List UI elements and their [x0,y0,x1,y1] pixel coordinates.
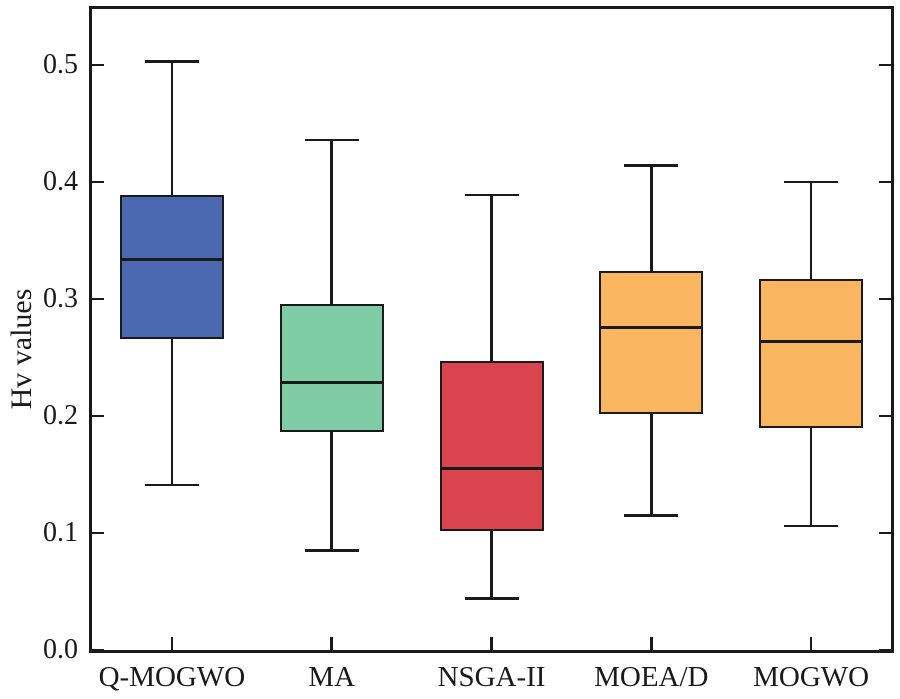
whisker-cap-lower [624,514,679,517]
whisker-cap-lower [304,549,359,552]
whisker-cap-upper [464,193,519,197]
x-category-label: NSGA-II [437,661,546,693]
whisker-cap-lower [784,524,839,528]
plot-inner [92,9,891,652]
median-line [439,467,544,471]
y-tick-label: 0.0 [43,634,78,665]
whisker-upper [490,194,493,362]
whisker-cap-lower [144,483,199,487]
plot-area [89,6,894,653]
median-line [119,257,224,261]
whisker-cap-upper [784,180,839,184]
y-axis-tick [92,531,104,535]
whisker-lower [809,427,813,526]
whisker-lower [490,530,493,599]
x-category-label: Q-MOGWO [98,661,246,693]
x-axis-tick [170,637,174,650]
whisker-upper [170,61,174,195]
whisker-upper [650,165,653,271]
y-tick-label: 0.1 [43,517,78,549]
y-tick-label: 0.2 [43,400,78,432]
whisker-cap-lower [464,597,519,600]
y-axis-tick [879,414,891,418]
x-axis-tick [330,637,333,650]
y-axis-tick [92,63,104,67]
median-line [759,339,864,343]
y-axis-tick [92,180,104,184]
whisker-lower [650,413,653,516]
x-axis-tick [809,637,813,650]
x-axis-tick [650,637,653,650]
box-nsga-ii [439,361,544,531]
whisker-cap-upper [144,60,199,63]
whisker-lower [170,338,174,486]
whisker-lower [330,432,333,551]
box-moea-d [599,271,704,414]
box-q-mogwo [119,194,224,339]
y-axis-tick [879,63,891,67]
x-axis-tick [490,637,493,650]
y-axis-tick [879,297,891,301]
y-axis-tick [92,297,104,301]
y-axis-tick [879,648,891,652]
median-line [599,325,704,329]
y-tick-label: 0.3 [43,283,78,315]
y-axis-tick [879,531,891,535]
y-axis-tick [879,180,891,184]
whisker-upper [330,140,333,304]
whisker-upper [809,182,813,280]
median-line [279,380,384,384]
y-axis-tick [92,414,104,418]
x-category-label: MA [308,661,356,693]
y-tick-label: 0.5 [43,49,78,81]
x-category-label: MOGWO [753,661,870,693]
whisker-cap-upper [624,164,679,167]
y-axis-tick [92,648,104,652]
x-category-label: MOEA/D [594,661,709,693]
whisker-cap-upper [304,138,359,142]
box-mogwo [759,279,864,428]
y-tick-label: 0.4 [43,166,78,198]
box-ma [279,303,384,433]
